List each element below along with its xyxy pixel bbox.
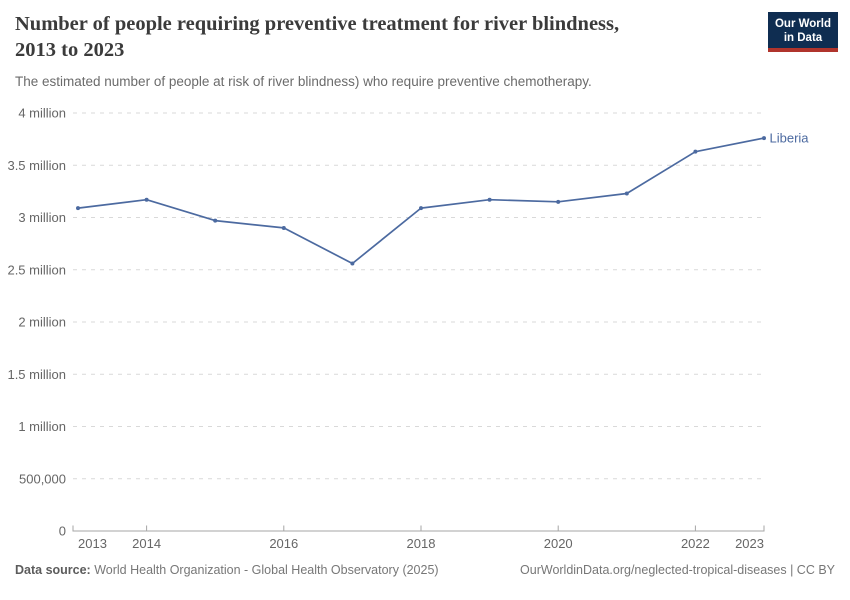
data-point[interactable] (487, 197, 492, 202)
data-point[interactable] (350, 261, 355, 266)
x-axis-line (72, 525, 765, 532)
y-axis-tick-label: 3 million (18, 210, 66, 225)
data-point[interactable] (693, 149, 698, 154)
owid-logo-line2: in Data (783, 32, 823, 44)
x-axis-tick-label: 2023 (735, 536, 764, 551)
data-point[interactable] (624, 191, 629, 196)
page-title-line2: 2013 to 2023 (15, 39, 125, 61)
data-point[interactable] (762, 136, 766, 141)
data-point[interactable] (213, 218, 218, 223)
y-axis-tick-label: 1 million (18, 419, 66, 434)
data-point[interactable] (419, 206, 423, 211)
x-axis-tick-label: 2018 (407, 536, 436, 551)
page-title-line1: Number of people requiring preventive tr… (15, 13, 620, 35)
data-point[interactable] (144, 197, 149, 202)
line-chart-canvas: 0 500,000 1 million 1.5 million 2 million 2.5… (7, 106, 810, 552)
data-source-text: Data source: World Health Organization -… (15, 563, 439, 577)
chart-footer: Data source: World Health Organization -… (15, 563, 835, 577)
x-axis-tick-label: 2016 (269, 536, 298, 551)
data-point[interactable] (76, 206, 80, 211)
data-point[interactable] (281, 225, 286, 230)
y-axis-tick-label: 2 million (18, 315, 66, 330)
page-title: Number of people requiring preventive tr… (15, 11, 760, 63)
series-line-liberia (77, 137, 765, 265)
y-axis-tick-label: 2.5 million (7, 262, 66, 277)
data-source-value: World Health Organization - Global Healt… (90, 563, 439, 577)
chart-subtitle: The estimated number of people at risk o… (15, 74, 592, 89)
x-axis-tick-label: 2013 (78, 536, 107, 551)
owid-logo[interactable]: Our World in Data (768, 12, 838, 52)
x-axis-tick-label: 2020 (544, 536, 573, 551)
entity-label[interactable]: Liberia (770, 131, 810, 146)
y-axis-tick-label: 3.5 million (7, 158, 66, 173)
y-axis-tick-label: 500,000 (19, 471, 66, 486)
data-point[interactable] (556, 199, 561, 204)
owid-logo-line1: Our World (774, 18, 831, 30)
x-axis-tick-label: 2014 (132, 536, 161, 551)
y-axis-tick-label: 4 million (18, 106, 66, 121)
y-axis-tick-label: 1.5 million (7, 367, 66, 382)
x-axis-tick-label: 2022 (681, 536, 710, 551)
owid-credit-link[interactable]: OurWorldinData.org/neglected-tropical-di… (520, 563, 835, 577)
y-axis-tick-label: 0 (59, 524, 66, 539)
data-source-label: Data source: (15, 563, 91, 577)
